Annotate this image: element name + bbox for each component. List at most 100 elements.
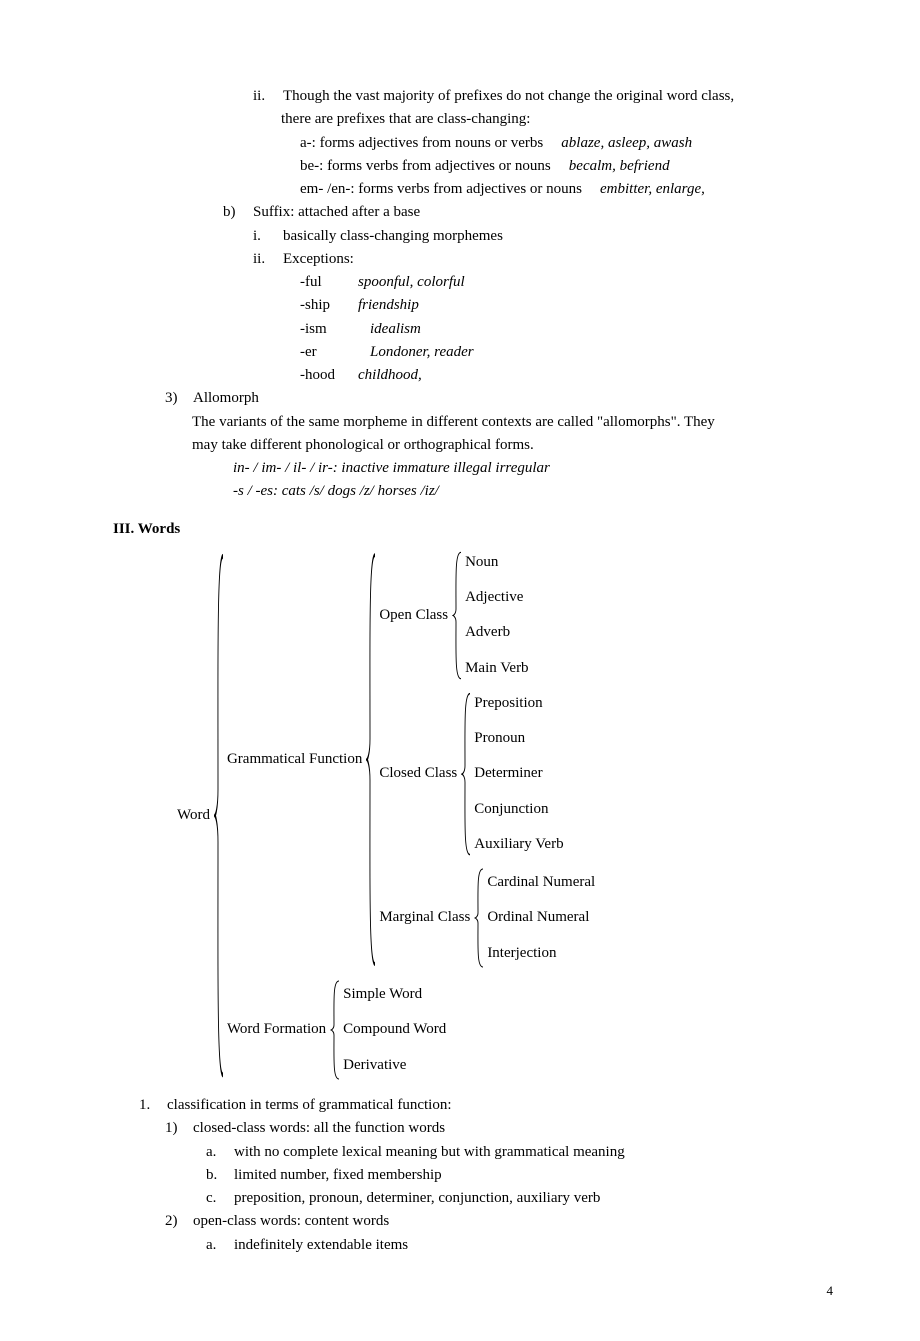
marker-b: b): [223, 201, 253, 224]
text: Exceptions:: [283, 251, 354, 267]
closed-class: Closed Class Preposition Pronoun Determi…: [379, 692, 595, 856]
example: embitter, enlarge: [600, 181, 701, 197]
tree-leaf: Main Verb: [465, 657, 528, 680]
item-1-2-a: a.indefinitely extendable items: [206, 1234, 835, 1257]
tree-leaf: Conjunction: [474, 798, 563, 821]
brace-icon: [210, 551, 225, 1080]
example: becalm, befriend: [569, 158, 670, 174]
text: in- / im- / il- / ir-: inactive immature…: [233, 460, 550, 476]
tag: -ship: [300, 294, 358, 317]
prefix-a: a-: forms adjectives from nouns or verbs…: [300, 132, 835, 155]
tree-leaf: Simple Word: [343, 983, 446, 1006]
allomorph-example-1: in- / im- / il- / ir-: inactive immature…: [233, 457, 835, 480]
item-ii-line2: there are prefixes that are class-changi…: [281, 108, 835, 131]
item-1-1-c: c.preposition, pronoun, determiner, conj…: [206, 1187, 835, 1210]
text: The variants of the same morpheme in dif…: [192, 414, 715, 430]
word-tree-diagram: Word Grammatical Function Open Class Nou…: [177, 551, 835, 1080]
text: 4: [827, 1283, 834, 1298]
example: Londoner, reader: [370, 344, 474, 360]
tree-leaf: Ordinal Numeral: [487, 906, 595, 929]
item-1-1-a: a.with no complete lexical meaning but w…: [206, 1141, 835, 1164]
tree-leaf: Adjective: [465, 586, 528, 609]
tree-leaf: Derivative: [343, 1054, 446, 1077]
label: Grammatical Function: [227, 748, 362, 771]
marker-i: i.: [253, 225, 283, 248]
text: -s / -es: cats /s/ dogs /z/ horses /iz/: [233, 483, 439, 499]
marker: a.: [206, 1234, 234, 1257]
comma: ,: [701, 181, 705, 197]
suffix-ful: -fulspoonful, colorful: [300, 271, 835, 294]
marker-3: 3): [165, 387, 193, 410]
text: indefinitely extendable items: [234, 1237, 408, 1253]
tree-leaf: Auxiliary Verb: [474, 833, 563, 856]
text: limited number, fixed membership: [234, 1167, 442, 1183]
item-b-ii: ii.Exceptions:: [253, 248, 835, 271]
marker-1: 1.: [139, 1094, 167, 1117]
label: Closed Class: [379, 762, 457, 785]
tree-root-label: Word: [177, 804, 210, 827]
text: open-class words: content words: [193, 1213, 389, 1229]
tree-leaf: Adverb: [465, 621, 528, 644]
text: III. Words: [113, 521, 180, 537]
brace-icon: [362, 551, 377, 968]
item-b: b)Suffix: attached after a base: [223, 201, 835, 224]
brace-icon: [448, 551, 463, 680]
item-3: 3)Allomorph: [165, 387, 835, 410]
text: classification in terms of grammatical f…: [167, 1097, 452, 1113]
grammatical-function: Grammatical Function Open Class Noun Adj…: [227, 551, 595, 968]
example: idealism: [370, 321, 421, 337]
text: with no complete lexical meaning but wit…: [234, 1144, 625, 1160]
label: Marginal Class: [379, 906, 470, 929]
text: there are prefixes that are class-changi…: [281, 111, 530, 127]
marker: a.: [206, 1141, 234, 1164]
tree-leaf: Cardinal Numeral: [487, 871, 595, 894]
allomorph-body-1: The variants of the same morpheme in dif…: [192, 411, 835, 434]
tag: -ism: [300, 318, 358, 341]
tree-leaf: Determiner: [474, 762, 563, 785]
prefix-be: be-: forms verbs from adjectives or noun…: [300, 155, 835, 178]
marker: b.: [206, 1164, 234, 1187]
item-1: 1.classification in terms of grammatical…: [139, 1094, 835, 1117]
brace-icon: [470, 868, 485, 968]
item-b-i: i.basically class-changing morphemes: [253, 225, 835, 248]
section-iii-heading: III. Words: [113, 518, 835, 541]
text: Suffix: attached after a base: [253, 204, 420, 220]
text: em- /en-: forms verbs from adjectives or…: [300, 181, 582, 197]
tag: -hood: [300, 364, 358, 387]
example: friendship: [358, 297, 419, 313]
text: preposition, pronoun, determiner, conjun…: [234, 1190, 600, 1206]
text: be-: forms verbs from adjectives or noun…: [300, 158, 551, 174]
tag: -er: [300, 341, 358, 364]
item-1-1: 1)closed-class words: all the function w…: [165, 1117, 835, 1140]
item-ii: ii.Though the vast majority of prefixes …: [253, 85, 835, 108]
suffix-ship: -shipfriendship: [300, 294, 835, 317]
allomorph-body-2: may take different phonological or ortho…: [192, 434, 835, 457]
example: ablaze, asleep, awash: [561, 135, 692, 151]
tree-leaf: Noun: [465, 551, 528, 574]
text: a-: forms adjectives from nouns or verbs: [300, 135, 543, 151]
item-1-1-b: b.limited number, fixed membership: [206, 1164, 835, 1187]
marginal-class: Marginal Class Cardinal Numeral Ordinal …: [379, 868, 595, 968]
marker: 1): [165, 1117, 193, 1140]
text: Allomorph: [193, 390, 259, 406]
label: Open Class: [379, 604, 448, 627]
example: spoonful, colorful: [358, 274, 465, 290]
allomorph-example-2: -s / -es: cats /s/ dogs /z/ horses /iz/: [233, 480, 835, 503]
marker: 2): [165, 1210, 193, 1233]
suffix-hood: -hoodchildhood,: [300, 364, 835, 387]
tree-leaf: Interjection: [487, 942, 595, 965]
text: may take different phonological or ortho…: [192, 437, 534, 453]
tree-leaf: Compound Word: [343, 1018, 446, 1041]
marker-ii: ii.: [253, 85, 283, 108]
item-1-2: 2)open-class words: content words: [165, 1210, 835, 1233]
tree-leaf: Pronoun: [474, 727, 563, 750]
open-class: Open Class Noun Adjective Adverb Main Ve…: [379, 551, 595, 680]
tag: -ful: [300, 271, 358, 294]
suffix-ism: -ism idealism: [300, 318, 835, 341]
label: Word Formation: [227, 1018, 326, 1041]
text: basically class-changing morphemes: [283, 228, 503, 244]
word-formation: Word Formation Simple Word Compound Word…: [227, 980, 595, 1080]
tree-leaf: Preposition: [474, 692, 563, 715]
marker: c.: [206, 1187, 234, 1210]
text: Though the vast majority of prefixes do …: [283, 88, 734, 104]
